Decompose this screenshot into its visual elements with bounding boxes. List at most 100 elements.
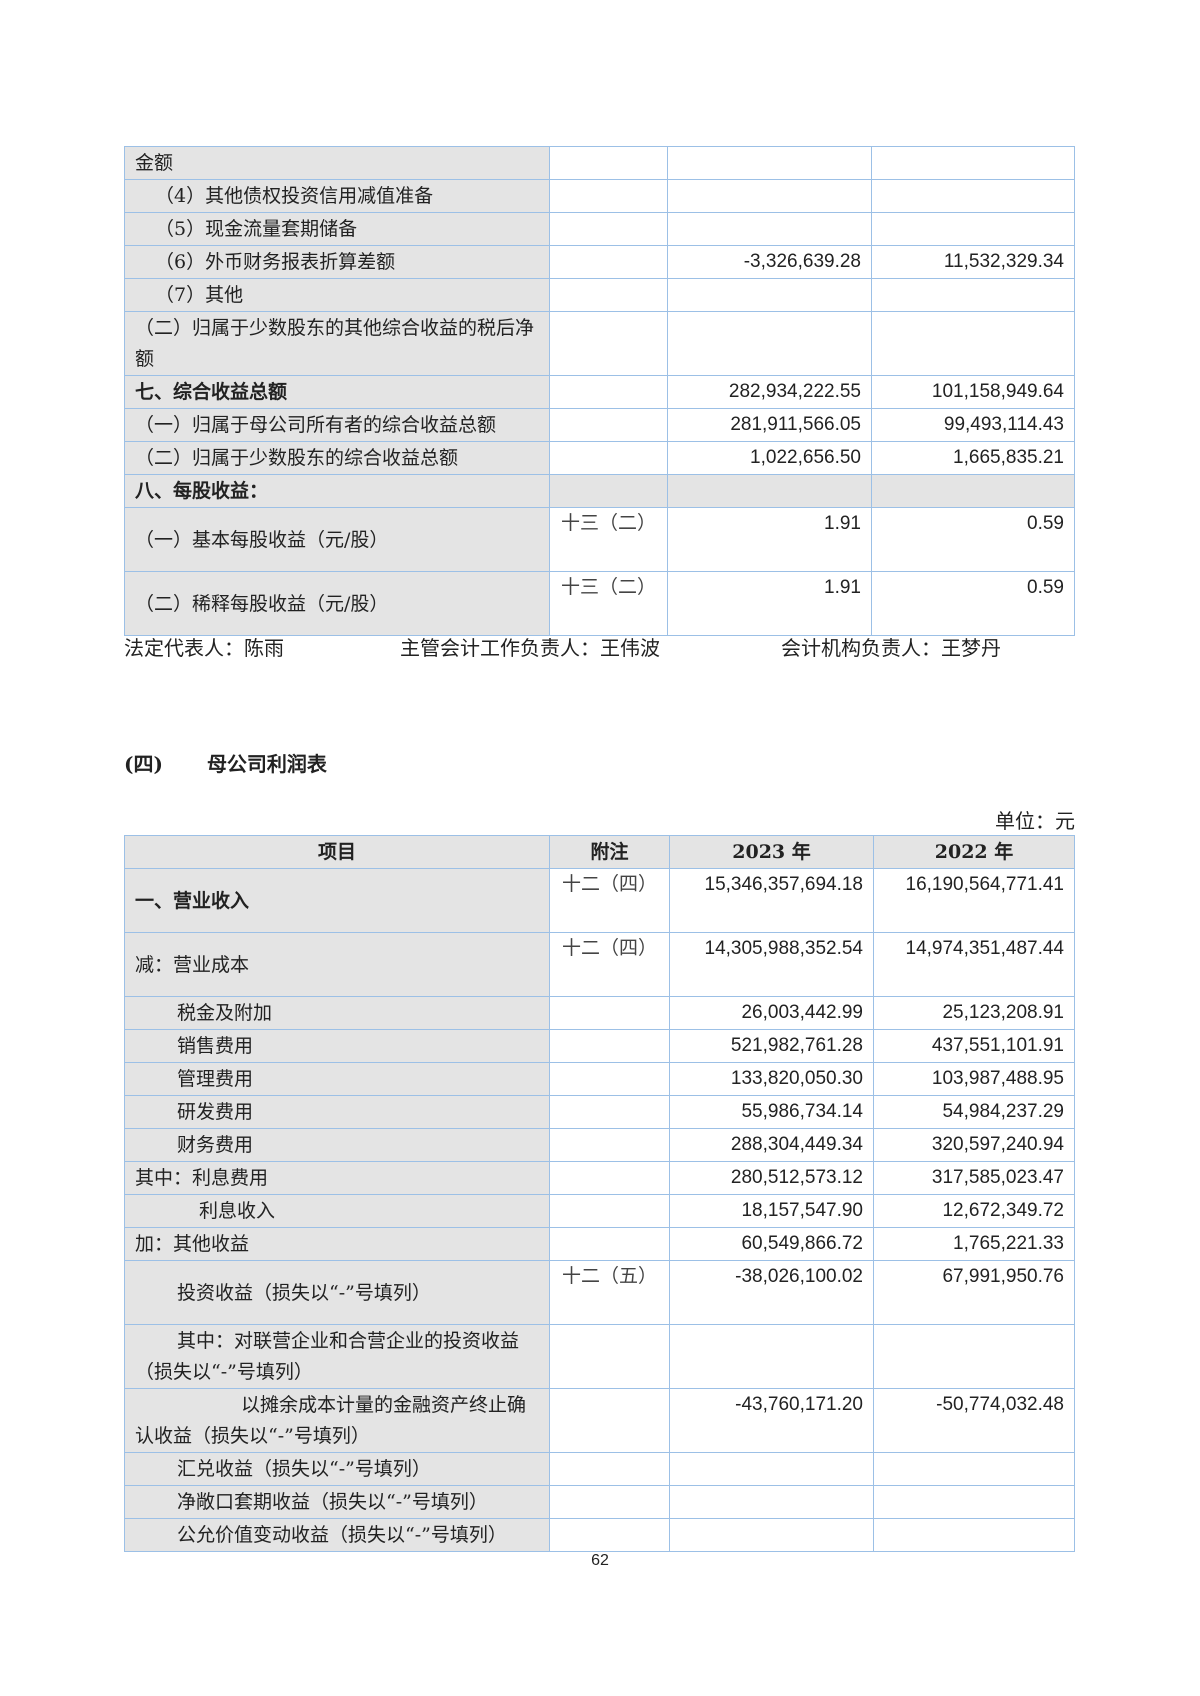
section-number: (四) [124, 752, 163, 776]
row-label: 其中：对联营企业和合营企业的投资收益（损失以“-”号填列） [124, 1324, 550, 1389]
table-row: 汇兑收益（损失以“-”号填列） [124, 1452, 1075, 1486]
value-2022: 67,991,950.76 [873, 1260, 1075, 1325]
value-2022: 317,585,023.47 [873, 1161, 1075, 1195]
table-row: （二）稀释每股收益（元/股） 十三（二） 1.91 0.59 [124, 571, 1075, 636]
row-label: 财务费用 [124, 1128, 550, 1162]
row-label: （5）现金流量套期储备 [124, 212, 550, 246]
table-row: （7）其他 [124, 278, 1075, 312]
value-2023 [669, 1518, 874, 1552]
value-2022: 11,532,329.34 [871, 245, 1075, 279]
row-label: 七、综合收益总额 [124, 375, 550, 409]
value-2022 [871, 146, 1075, 180]
row-note [549, 146, 668, 180]
row-note: 十二（四） [549, 932, 670, 997]
table-row: 八、每股收益： [124, 474, 1075, 508]
section-title: 母公司利润表 [206, 752, 327, 776]
table-row: 七、综合收益总额 282,934,222.55 101,158,949.64 [124, 375, 1075, 409]
value-2023: 1.91 [667, 571, 872, 636]
value-2022: 54,984,237.29 [873, 1095, 1075, 1129]
table-row: （一）基本每股收益（元/股） 十三（二） 1.91 0.59 [124, 507, 1075, 572]
row-note: 十三（二） [549, 571, 668, 636]
value-2022: 101,158,949.64 [871, 375, 1075, 409]
value-2022 [873, 1324, 1075, 1389]
row-note [549, 441, 668, 475]
value-2023: -3,326,639.28 [667, 245, 872, 279]
table-row: 加：其他收益 60,549,866.72 1,765,221.33 [124, 1227, 1075, 1261]
value-2022: 320,597,240.94 [873, 1128, 1075, 1162]
row-note [549, 1161, 670, 1195]
row-note [549, 1095, 670, 1129]
row-label: 净敞口套期收益（损失以“-”号填列） [124, 1485, 550, 1519]
row-label: （二）归属于少数股东的其他综合收益的税后净额 [124, 311, 550, 376]
row-label: 以摊余成本计量的金融资产终止确认收益（损失以“-”号填列） [124, 1388, 550, 1453]
value-2023: 26,003,442.99 [669, 996, 874, 1030]
value-2022 [871, 212, 1075, 246]
value-2023: 55,986,734.14 [669, 1095, 874, 1129]
row-note [549, 474, 668, 508]
value-2023: 14,305,988,352.54 [669, 932, 874, 997]
table-row: 其中：利息费用 280,512,573.12 317,585,023.47 [124, 1161, 1075, 1195]
table-row: 财务费用 288,304,449.34 320,597,240.94 [124, 1128, 1075, 1162]
value-2022: 1,665,835.21 [871, 441, 1075, 475]
table-row: 利息收入 18,157,547.90 12,672,349.72 [124, 1194, 1075, 1228]
table-row: （二）归属于少数股东的综合收益总额 1,022,656.50 1,665,835.2… [124, 441, 1075, 475]
row-note [549, 245, 668, 279]
row-label: 金额 [124, 146, 550, 180]
value-2023 [667, 146, 872, 180]
table-row: （一）归属于母公司所有者的综合收益总额 281,911,566.05 99,493,… [124, 408, 1075, 442]
value-2023: 521,982,761.28 [669, 1029, 874, 1063]
table-row: 减：营业成本 十二（四） 14,305,988,352.54 14,974,351,4… [124, 932, 1075, 997]
value-2023 [667, 474, 872, 508]
table-row: （二）归属于少数股东的其他综合收益的税后净额 [124, 311, 1075, 376]
row-label: 一、营业收入 [124, 868, 550, 933]
value-2022 [873, 1485, 1075, 1519]
value-2022: 103,987,488.95 [873, 1062, 1075, 1096]
value-2023 [667, 278, 872, 312]
value-2023 [669, 1452, 874, 1486]
value-2023: 280,512,573.12 [669, 1161, 874, 1195]
row-note [549, 212, 668, 246]
row-note [549, 1227, 670, 1261]
value-2022: 16,190,564,771.41 [873, 868, 1075, 933]
value-2023: 1,022,656.50 [667, 441, 872, 475]
row-note [549, 1388, 670, 1453]
row-label: 汇兑收益（损失以“-”号填列） [124, 1452, 550, 1486]
value-2023: -38,026,100.02 [669, 1260, 874, 1325]
row-label: 加：其他收益 [124, 1227, 550, 1261]
row-label: （一）基本每股收益（元/股） [124, 507, 550, 572]
value-2022 [871, 311, 1075, 376]
row-note [549, 1324, 670, 1389]
value-2022: 437,551,101.91 [873, 1029, 1075, 1063]
page-number: 62 [591, 1552, 609, 1569]
value-2023: -43,760,171.20 [669, 1388, 874, 1453]
row-note [549, 1194, 670, 1228]
row-note [549, 1452, 670, 1486]
section-heading: (四) 母公司利润表 [124, 748, 371, 777]
row-label: 公允价值变动收益（损失以“-”号填列） [124, 1518, 550, 1552]
row-label: （一）归属于母公司所有者的综合收益总额 [124, 408, 550, 442]
table-row: （5）现金流量套期储备 [124, 212, 1075, 246]
legal-representative: 法定代表人：陈雨 [124, 636, 284, 660]
row-note [549, 1062, 670, 1096]
row-label: 投资收益（损失以“-”号填列） [124, 1260, 550, 1325]
value-2022: 0.59 [871, 571, 1075, 636]
value-2022: 14,974,351,487.44 [873, 932, 1075, 997]
value-2022: 99,493,114.43 [871, 408, 1075, 442]
table-row: 投资收益（损失以“-”号填列） 十二（五） -38,026,100.02 67,991… [124, 1260, 1075, 1325]
value-2022 [871, 474, 1075, 508]
value-2022 [873, 1452, 1075, 1486]
table-header-row: 项目 附注 2023 年 2022 年 [124, 835, 1075, 869]
value-2023: 18,157,547.90 [669, 1194, 874, 1228]
row-note [549, 311, 668, 376]
header-item: 项目 [124, 835, 550, 869]
comprehensive-income-table-continued: 金额 （4）其他债权投资信用减值准备 （5）现金流量套期储备 （6）外币财务报表折算差… [124, 146, 1075, 636]
row-label: 八、每股收益： [124, 474, 550, 508]
row-note [549, 408, 668, 442]
value-2023 [667, 212, 872, 246]
table-row: 销售费用 521,982,761.28 437,551,101.91 [124, 1029, 1075, 1063]
row-label: 税金及附加 [124, 996, 550, 1030]
table-row: 一、营业收入 十二（四） 15,346,357,694.18 16,190,564,7… [124, 868, 1075, 933]
value-2022: 25,123,208.91 [873, 996, 1075, 1030]
value-2023: 1.91 [667, 507, 872, 572]
row-note: 十二（四） [549, 868, 670, 933]
